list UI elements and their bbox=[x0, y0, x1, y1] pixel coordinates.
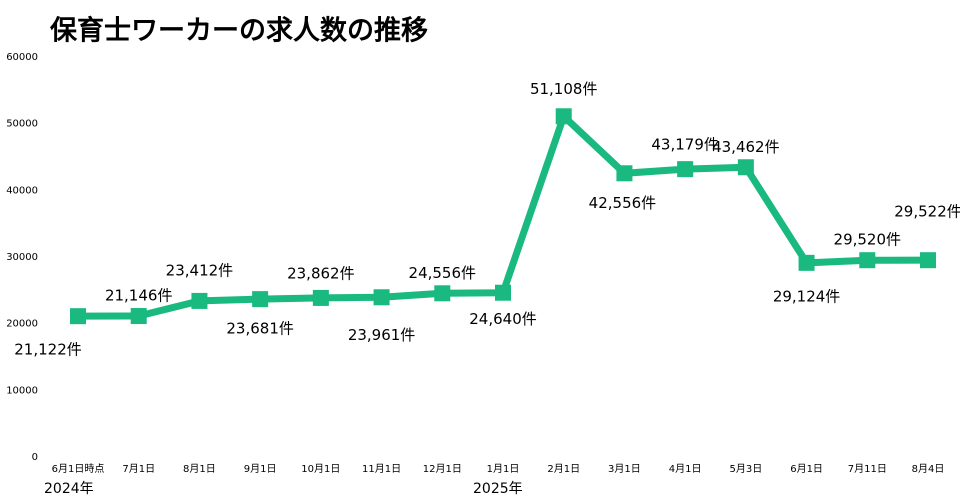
data-marker bbox=[859, 252, 876, 269]
data-label: 43,462件 bbox=[712, 138, 780, 156]
x-tick-label: 12月1日 bbox=[423, 463, 462, 475]
x-tick-label: 6月1日 bbox=[790, 463, 823, 475]
x-tick-label: 7月1日 bbox=[122, 463, 155, 475]
data-marker bbox=[373, 289, 390, 306]
x-tick-label: 9月1日 bbox=[244, 463, 277, 475]
data-label: 23,681件 bbox=[226, 320, 294, 338]
y-tick-label: 0 bbox=[32, 452, 38, 463]
data-marker bbox=[495, 284, 511, 301]
x-tick-label: 6月1日時点 bbox=[52, 463, 105, 475]
data-marker bbox=[70, 308, 86, 325]
x-tick-label: 8月4日 bbox=[912, 463, 945, 475]
year-label: 2025年 bbox=[473, 481, 523, 497]
data-marker bbox=[798, 254, 815, 271]
chart-title: 保育士ワーカーの求人数の推移 bbox=[49, 15, 428, 47]
data-label: 24,640件 bbox=[469, 310, 537, 328]
data-marker bbox=[737, 159, 754, 176]
data-label: 29,124件 bbox=[773, 287, 841, 305]
data-label: 24,556件 bbox=[409, 264, 477, 282]
y-tick-label: 40000 bbox=[6, 185, 38, 196]
y-tick-label: 20000 bbox=[6, 319, 38, 330]
data-label: 29,520件 bbox=[834, 231, 902, 249]
x-tick-label: 4月1日 bbox=[669, 463, 702, 475]
y-tick-label: 50000 bbox=[6, 119, 38, 130]
data-label: 23,412件 bbox=[166, 261, 234, 279]
y-tick-label: 60000 bbox=[6, 52, 38, 63]
x-tick-label: 5月3日 bbox=[729, 463, 762, 475]
year-label: 2024年 bbox=[44, 481, 94, 497]
data-marker bbox=[677, 161, 694, 178]
data-marker bbox=[434, 285, 451, 302]
data-label: 29,522件 bbox=[894, 203, 960, 221]
data-marker bbox=[191, 292, 208, 309]
y-tick-label: 10000 bbox=[6, 385, 38, 396]
data-label: 42,556件 bbox=[589, 194, 657, 212]
data-label: 23,862件 bbox=[287, 264, 355, 282]
data-marker bbox=[130, 308, 147, 325]
data-marker bbox=[616, 165, 633, 182]
data-label: 23,961件 bbox=[348, 326, 416, 344]
data-label: 51,108件 bbox=[530, 80, 598, 98]
x-tick-label: 1月1日 bbox=[487, 463, 520, 475]
y-tick-label: 30000 bbox=[6, 252, 38, 263]
data-marker bbox=[920, 252, 936, 269]
data-label: 43,179件 bbox=[651, 136, 719, 154]
data-label: 21,146件 bbox=[105, 287, 173, 305]
data-marker bbox=[252, 291, 269, 308]
x-tick-label: 8月1日 bbox=[183, 463, 216, 475]
data-marker bbox=[312, 289, 329, 306]
data-label: 21,122件 bbox=[14, 341, 82, 359]
data-marker bbox=[555, 108, 572, 125]
x-tick-label: 7月11日 bbox=[848, 463, 887, 475]
x-tick-label: 2月1日 bbox=[547, 463, 580, 475]
x-tick-label: 3月1日 bbox=[608, 463, 641, 475]
x-tick-label: 11月1日 bbox=[362, 463, 401, 475]
x-tick-label: 10月1日 bbox=[301, 463, 340, 475]
